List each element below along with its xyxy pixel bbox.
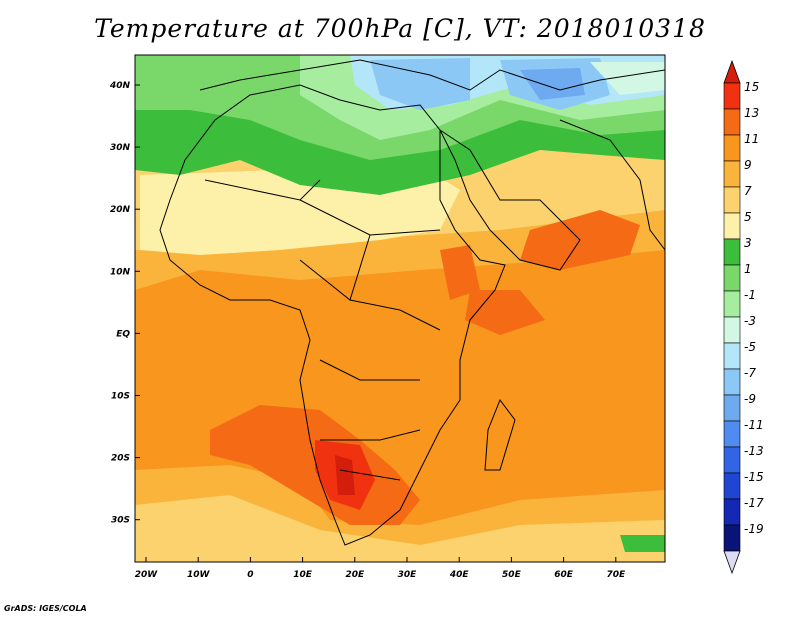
colorbar: 15 13 11 9 7 5 3 1 -1 -3 -5 -7 -9 -11 -13 -15 -17 -19 <box>723 59 764 575</box>
y-tick-label: 30S <box>111 516 130 526</box>
colorbar-label: -11 <box>744 418 764 432</box>
colorbar-top-arrow <box>723 59 741 84</box>
colorbar-swatch <box>723 472 741 500</box>
colorbar-label: -3 <box>744 314 756 328</box>
x-tick-label: 20W <box>135 570 159 580</box>
grads-credit: GrADS: IGES/COLA <box>4 604 87 613</box>
colorbar-label: 3 <box>744 236 752 250</box>
colorbar-label: 5 <box>744 210 752 224</box>
colorbar-label: 1 <box>744 262 752 276</box>
x-tick-label: 0 <box>247 570 253 580</box>
colorbar-label: 7 <box>744 184 752 198</box>
y-tick-label: 40N <box>109 81 131 91</box>
colorbar-label: -13 <box>744 444 764 458</box>
colorbar-swatch <box>723 108 741 136</box>
colorbar-swatch <box>723 524 741 552</box>
colorbar-label: 9 <box>744 158 752 172</box>
colorbar-swatch <box>723 290 741 318</box>
x-tick-label: 70E <box>606 570 626 580</box>
colorbar-bottom-arrow <box>723 550 741 575</box>
y-tick-label: 20S <box>111 454 130 464</box>
colorbar-swatch <box>723 134 741 162</box>
colorbar-label: 13 <box>744 106 759 120</box>
x-axis: 20W 10W 0 10E 20E 30E 40E 50E 60E 70E <box>135 557 626 580</box>
x-tick-label: 30E <box>398 570 418 580</box>
colorbar-swatch <box>723 420 741 448</box>
x-tick-label: 40E <box>449 570 470 580</box>
colorbar-label: -9 <box>744 392 756 406</box>
colorbar-label: -7 <box>744 366 756 380</box>
colorbar-label: -1 <box>744 288 756 302</box>
colorbar-label: -15 <box>744 470 764 484</box>
colorbar-swatch <box>723 238 741 266</box>
y-tick-label: EQ <box>116 329 130 339</box>
colorbar-swatch <box>723 212 741 240</box>
y-tick-label: 10N <box>110 267 131 277</box>
colorbar-swatch <box>723 264 741 292</box>
colorbar-label: 15 <box>744 80 759 94</box>
x-tick-label: 50E <box>502 570 522 580</box>
colorbar-label: -19 <box>744 522 764 536</box>
x-tick-label: 20E <box>345 570 365 580</box>
y-tick-label: 20N <box>110 205 131 215</box>
colorbar-swatch <box>723 342 741 370</box>
colorbar-swatch <box>723 160 741 188</box>
colorbar-label: -5 <box>744 340 756 354</box>
colorbar-swatch <box>723 186 741 214</box>
colorbar-swatch <box>723 316 741 344</box>
map-frame <box>134 54 666 563</box>
colorbar-swatch <box>723 446 741 474</box>
chart-title: Temperature at 700hPa [C], VT: 201801031… <box>94 14 706 43</box>
y-tick-label: 10S <box>111 392 130 402</box>
x-tick-label: 10W <box>187 570 211 580</box>
y-axis: 40N 30N 20N 10N EQ 10S 20S 30S <box>109 81 140 526</box>
x-tick-label: 10E <box>293 570 313 580</box>
colorbar-label: 11 <box>744 132 759 146</box>
colorbar-swatch <box>723 82 741 110</box>
x-tick-label: 60E <box>554 570 574 580</box>
colorbar-label: -17 <box>744 496 764 510</box>
colorbar-swatch <box>723 368 741 396</box>
colorbar-swatch <box>723 498 741 526</box>
y-tick-label: 30N <box>110 143 131 153</box>
colorbar-swatch <box>723 394 741 422</box>
temperature-field <box>135 55 665 562</box>
coastlines <box>159 59 665 546</box>
